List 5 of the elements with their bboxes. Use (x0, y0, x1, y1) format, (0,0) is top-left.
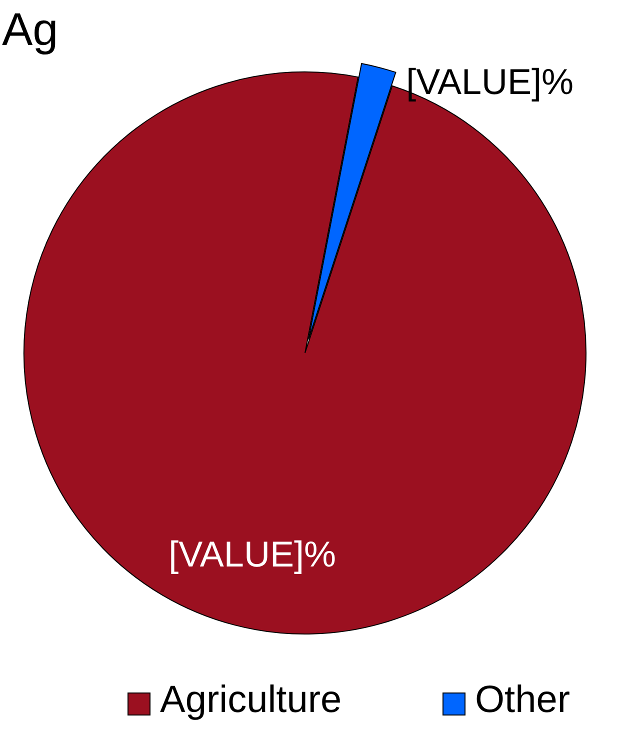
legend-label: Other (475, 679, 570, 721)
legend-label: Agriculture (160, 679, 342, 721)
data-label: [VALUE]% (168, 534, 336, 575)
chart-title: Ag (2, 3, 58, 55)
data-label: [VALUE]% (406, 60, 574, 102)
